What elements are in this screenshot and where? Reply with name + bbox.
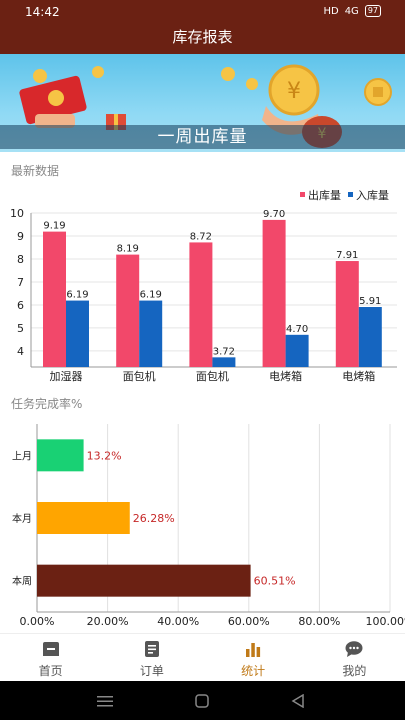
menu-icon[interactable] (97, 694, 113, 708)
order-icon (144, 641, 159, 657)
bar-value-label: 5.91 (359, 296, 381, 307)
completion-bar (37, 564, 251, 597)
hd-indicator: HD (323, 5, 339, 17)
chat-icon (345, 641, 363, 657)
red-envelope-icon (19, 75, 87, 128)
x-category-label: 加湿器 (50, 370, 83, 383)
bar-value-label: 3.72 (213, 346, 235, 357)
x-category-label: 电烤箱 (342, 369, 375, 383)
inbound-bar (358, 307, 382, 367)
legend-swatch (348, 192, 353, 197)
outbound-bar (43, 231, 66, 367)
inbound-bar (66, 300, 89, 367)
bar-value-label: 8.72 (190, 231, 212, 242)
inbound-bar (212, 357, 236, 367)
status-bar: 14:42 HD 4G 97 (0, 0, 405, 24)
battery-icon: 97 (364, 5, 381, 17)
tab-home[interactable]: 首页 (0, 634, 101, 682)
latest-data-label: 最新数据 (11, 164, 60, 178)
tab-bar: 首页 订单 统计 我的 (0, 633, 405, 682)
legend-label: 入库量 (356, 189, 389, 202)
bar-value-label: 26.28% (133, 512, 175, 525)
x-category-label: 面包机 (123, 369, 156, 383)
x-tick-label: 60.00% (228, 615, 270, 628)
bar-value-label: 6.19 (66, 290, 88, 301)
y-tick-label: 8 (17, 253, 24, 266)
completion-bar (37, 439, 84, 472)
bar-value-label: 9.70 (263, 209, 285, 220)
outbound-bar (262, 219, 286, 367)
square-coin-icon (364, 78, 392, 106)
y-tick-label: 9 (17, 230, 24, 243)
tab-orders-label: 订单 (139, 664, 164, 678)
bar-value-label: 9.19 (43, 221, 65, 232)
tab-stats[interactable]: 统计 (203, 634, 304, 682)
tab-profile-label: 我的 (342, 664, 367, 678)
bar-value-label: 60.51% (254, 575, 296, 588)
x-tick-label: 40.00% (157, 615, 199, 628)
bar-value-label: 6.19 (140, 290, 162, 301)
bar-value-label: 4.70 (286, 324, 308, 335)
x-category-label: 面包机 (196, 369, 229, 383)
y-category-label: 本周 (12, 575, 32, 588)
back-icon[interactable] (291, 694, 305, 708)
tab-profile[interactable]: 我的 (304, 634, 405, 682)
y-tick-label: 10 (10, 207, 24, 220)
status-indicators: HD 4G 97 (323, 5, 381, 17)
banner: ¥ ¥ 一周出库量 (0, 54, 405, 152)
y-category-label: 本月 (12, 512, 32, 525)
page-title: 库存报表 (172, 28, 233, 46)
y-tick-label: 6 (17, 299, 24, 312)
inventory-bar-chart: 4 5 6 7 8 9 10 加湿器 9.19 6.19 面包机 8.19 6.19 面包机 8.72 3.7… (10, 188, 397, 383)
completion-bar-chart: 0.00% 20.00% 40.00% 60.00% 80.00% 100.00% 上月 13… (12, 424, 405, 628)
tab-orders[interactable]: 订单 (101, 634, 202, 682)
x-tick-label: 0.00% (20, 615, 55, 628)
home-circle-icon[interactable] (195, 694, 209, 708)
outbound-bar (116, 254, 140, 367)
banner-title: 一周出库量 (0, 125, 405, 149)
svg-text:¥: ¥ (287, 79, 301, 104)
legend-label: 出库量 (308, 188, 341, 202)
outbound-bar (335, 261, 359, 367)
status-time: 14:42 (25, 5, 60, 19)
page-title-bar: 库存报表 (0, 24, 405, 54)
bar-value-label: 8.19 (117, 244, 139, 255)
tab-stats-label: 统计 (241, 664, 266, 678)
y-category-label: 上月 (12, 450, 32, 462)
y-tick-label: 7 (17, 276, 24, 289)
completion-bar (37, 502, 130, 534)
tab-home-label: 首页 (38, 664, 63, 678)
coin-icon (33, 66, 258, 90)
inbound-bar (139, 300, 163, 367)
bar-value-label: 13.2% (87, 449, 122, 462)
inbound-bar (285, 334, 309, 367)
y-tick-label: 4 (17, 345, 24, 358)
x-category-label: 电烤箱 (269, 369, 302, 383)
home-icon (42, 642, 59, 656)
x-tick-label: 100.00% (366, 615, 405, 628)
signal-icon: 4G (344, 5, 359, 17)
completion-rate-label: 任务完成率% (11, 397, 83, 411)
outbound-bar (189, 242, 213, 367)
stats-icon (246, 643, 261, 657)
x-tick-label: 80.00% (298, 615, 340, 628)
y-tick-label: 5 (17, 322, 24, 335)
system-nav-bar (0, 681, 405, 720)
legend-swatch (300, 192, 305, 197)
bar-value-label: 7.91 (336, 250, 358, 261)
x-tick-label: 20.00% (87, 615, 129, 628)
